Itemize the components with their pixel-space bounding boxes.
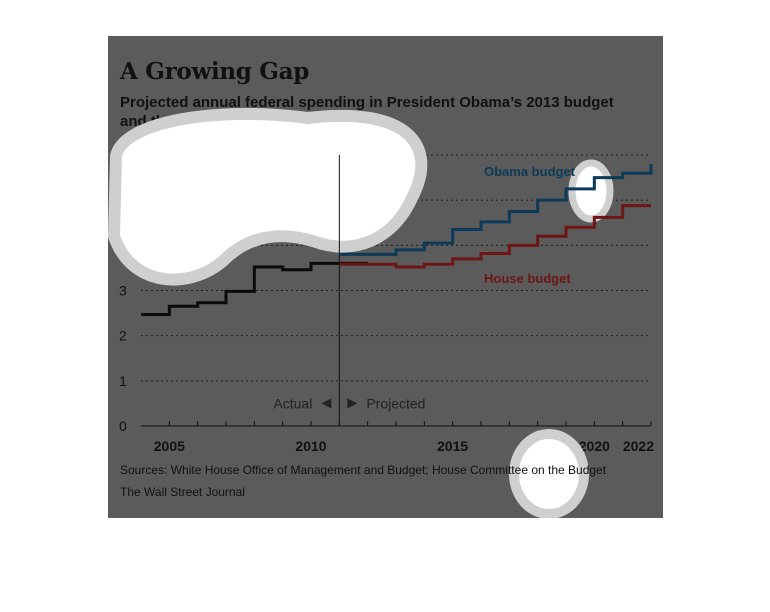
y-tick-label: 2	[119, 328, 127, 344]
series-line-actual	[141, 261, 368, 316]
blob-artifact	[108, 107, 428, 286]
x-tick-label: 2005	[154, 438, 185, 454]
blob-artifact	[568, 159, 614, 223]
y-tick-label: 1	[119, 373, 127, 389]
x-tick-label: 2020	[579, 438, 610, 454]
x-tick-label: 2010	[295, 438, 326, 454]
x-tick-label: 2015	[437, 438, 468, 454]
projected-label: Projected	[366, 395, 425, 411]
y-tick-label: 0	[119, 418, 127, 434]
subtitle-line-1: Projected annual federal spending in Pre…	[120, 94, 614, 111]
obama-budget-label: Obama budget	[484, 164, 576, 179]
chart-figure: A Growing Gap Projected annual federal s…	[108, 36, 663, 518]
sources-note: Sources: White House Office of Managemen…	[120, 463, 607, 477]
left-arrow-icon	[321, 398, 332, 409]
right-arrow-icon	[347, 398, 358, 409]
x-tick-label: 2022	[623, 438, 654, 454]
blob-artifact	[509, 429, 589, 518]
publisher-credit: The Wall Street Journal	[120, 485, 245, 499]
actual-label: Actual	[273, 395, 312, 411]
chart-title: A Growing Gap	[120, 58, 310, 85]
house-budget-label: House budget	[484, 271, 571, 286]
series-line-obama-budget	[339, 164, 653, 256]
series-line-house-budget	[339, 204, 651, 269]
y-tick-label: 3	[119, 283, 127, 299]
chart-svg: 012345$6 trillion20052010201520202022Act…	[108, 107, 654, 518]
